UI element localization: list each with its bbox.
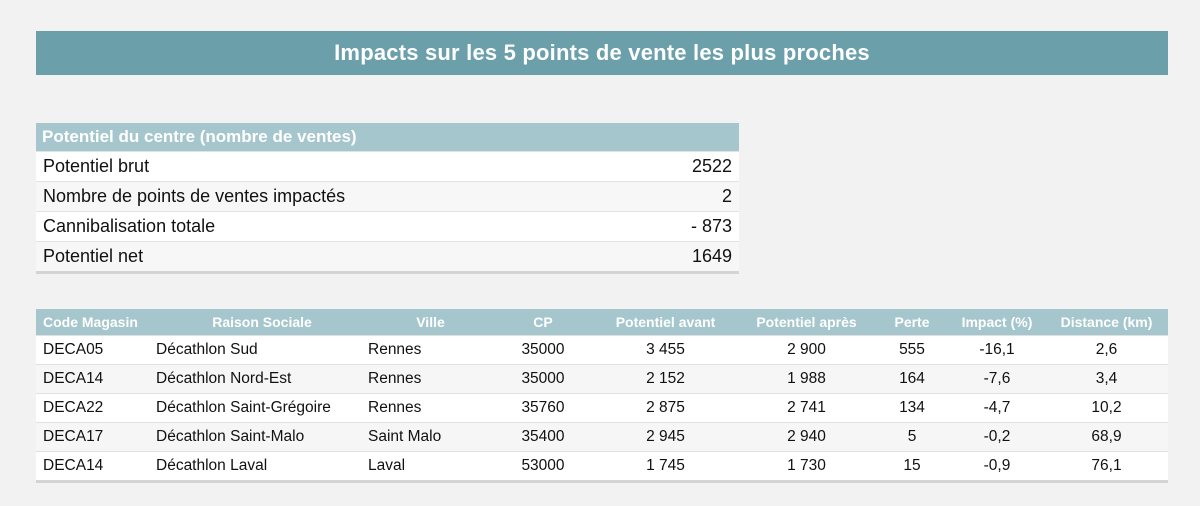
cell-impact: -0,2	[949, 422, 1045, 452]
cell-cp: 35760	[493, 393, 593, 423]
cell-perte: 15	[875, 451, 949, 482]
summary-value: 2522	[691, 156, 732, 176]
column-header-potentiel-avant: Potentiel avant	[593, 309, 738, 336]
cell-impact: -7,6	[949, 364, 1045, 394]
cell-ville: Saint Malo	[368, 422, 493, 452]
cell-code: DECA22	[36, 393, 156, 423]
stores-impact-table: Code Magasin Raison Sociale Ville CP Pot…	[36, 309, 1168, 483]
column-header-potentiel-apres: Potentiel après	[738, 309, 875, 336]
cell-ville: Rennes	[368, 393, 493, 423]
cell-potentiel-avant: 1 745	[593, 451, 738, 482]
cell-perte: 164	[875, 364, 949, 394]
column-header-impact: Impact (%)	[949, 309, 1045, 336]
summary-row-potentiel-net: Potentiel net 1649	[36, 241, 739, 271]
cell-code: DECA14	[36, 364, 156, 394]
column-header-code: Code Magasin	[36, 309, 156, 336]
cell-raison-sociale: Décathlon Nord-Est	[156, 364, 368, 394]
cell-raison-sociale: Décathlon Laval	[156, 451, 368, 482]
cell-potentiel-avant: 2 152	[593, 364, 738, 394]
cell-code: DECA05	[36, 335, 156, 365]
summary-row-cannibalisation: Cannibalisation totale - 873	[36, 211, 739, 241]
table-row: DECA17 Décathlon Saint-Malo Saint Malo 3…	[36, 422, 1168, 452]
table-header-row: Code Magasin Raison Sociale Ville CP Pot…	[36, 309, 1168, 336]
cell-cp: 35000	[493, 335, 593, 365]
cell-ville: Laval	[368, 451, 493, 482]
summary-row-points-impactes: Nombre de points de ventes impactés 2	[36, 181, 739, 211]
cell-perte: 555	[875, 335, 949, 365]
page-title: Impacts sur les 5 points de vente les pl…	[36, 31, 1168, 75]
cell-impact: -0,9	[949, 451, 1045, 482]
cell-distance: 76,1	[1045, 451, 1168, 482]
cell-ville: Rennes	[368, 364, 493, 394]
column-header-cp: CP	[493, 309, 593, 336]
cell-cp: 35000	[493, 364, 593, 394]
cell-raison-sociale: Décathlon Saint-Malo	[156, 422, 368, 452]
cell-raison-sociale: Décathlon Sud	[156, 335, 368, 365]
column-header-perte: Perte	[875, 309, 949, 336]
cell-cp: 35400	[493, 422, 593, 452]
cell-potentiel-apres: 2 940	[738, 422, 875, 452]
cell-potentiel-apres: 1 988	[738, 364, 875, 394]
cell-impact: -16,1	[949, 335, 1045, 365]
potential-summary-table: Potentiel du centre (nombre de ventes) P…	[36, 123, 739, 274]
summary-value: 1649	[691, 246, 732, 266]
cell-code: DECA14	[36, 451, 156, 482]
cell-potentiel-avant: 3 455	[593, 335, 738, 365]
cell-perte: 134	[875, 393, 949, 423]
cell-distance: 3,4	[1045, 364, 1168, 394]
cell-potentiel-apres: 2 741	[738, 393, 875, 423]
cell-impact: -4,7	[949, 393, 1045, 423]
cell-potentiel-apres: 1 730	[738, 451, 875, 482]
cell-distance: 2,6	[1045, 335, 1168, 365]
summary-row-potentiel-brut: Potentiel brut 2522	[36, 151, 739, 181]
table-row: DECA14 Décathlon Nord-Est Rennes 35000 2…	[36, 364, 1168, 394]
summary-value: - 873	[690, 216, 732, 236]
column-header-distance: Distance (km)	[1045, 309, 1168, 336]
column-header-ville: Ville	[368, 309, 493, 336]
cell-raison-sociale: Décathlon Saint-Grégoire	[156, 393, 368, 423]
cell-potentiel-avant: 2 945	[593, 422, 738, 452]
table-row: DECA22 Décathlon Saint-Grégoire Rennes 3…	[36, 393, 1168, 423]
cell-potentiel-avant: 2 875	[593, 393, 738, 423]
cell-cp: 53000	[493, 451, 593, 482]
cell-distance: 68,9	[1045, 422, 1168, 452]
summary-label: Nombre de points de ventes impactés	[43, 186, 346, 206]
table-row: DECA05 Décathlon Sud Rennes 35000 3 455 …	[36, 335, 1168, 365]
cell-perte: 5	[875, 422, 949, 452]
table-row: DECA14 Décathlon Laval Laval 53000 1 745…	[36, 451, 1168, 482]
summary-label: Cannibalisation totale	[43, 216, 216, 236]
cell-potentiel-apres: 2 900	[738, 335, 875, 365]
cell-code: DECA17	[36, 422, 156, 452]
summary-label: Potentiel net	[43, 246, 144, 266]
summary-value: 2	[721, 186, 732, 206]
column-header-raison-sociale: Raison Sociale	[156, 309, 368, 336]
summary-header: Potentiel du centre (nombre de ventes)	[36, 123, 739, 151]
cell-distance: 10,2	[1045, 393, 1168, 423]
cell-ville: Rennes	[368, 335, 493, 365]
summary-label: Potentiel brut	[43, 156, 150, 176]
